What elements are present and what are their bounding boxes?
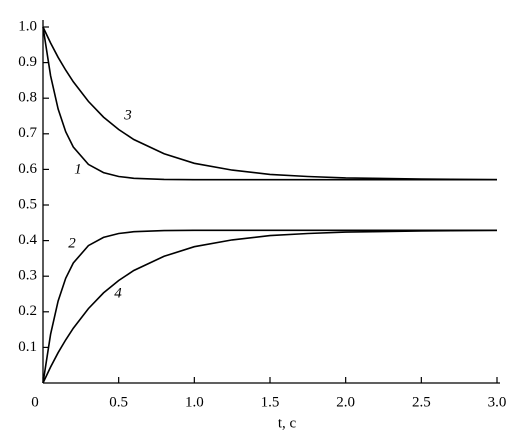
series-label: 4: [114, 285, 122, 301]
y-tick-label: 0.2: [18, 303, 37, 319]
x-tick-label: 3.0: [488, 394, 507, 410]
x-tick-label: 2.0: [336, 394, 355, 410]
x-tick-label: 0: [31, 394, 39, 410]
series-line: [42, 229, 497, 384]
y-tick-label: 0.9: [18, 54, 37, 70]
y-tick-label: 1.0: [18, 18, 37, 34]
y-tick-label: 0.4: [18, 232, 37, 248]
series-label: 1: [74, 161, 82, 177]
y-tick-label: 0.7: [18, 125, 37, 141]
x-tick-label: 0.5: [109, 394, 128, 410]
y-tick-label: 0.8: [18, 90, 37, 106]
y-tick-label: 0.5: [18, 196, 37, 212]
series-label: 2: [68, 235, 76, 251]
series-label: 3: [123, 107, 132, 123]
y-tick-label: 0.1: [18, 339, 37, 355]
x-tick-label: 1.5: [261, 394, 280, 410]
series-line: [42, 26, 498, 181]
x-tick-label: 2.5: [412, 394, 431, 410]
series-line: [42, 26, 497, 181]
y-tick-label: 0.3: [18, 268, 37, 284]
x-axis-label: t, c: [278, 415, 297, 431]
series-line: [42, 229, 498, 384]
y-tick-label: 0.6: [18, 161, 37, 177]
x-tick-label: 1.0: [185, 394, 204, 410]
